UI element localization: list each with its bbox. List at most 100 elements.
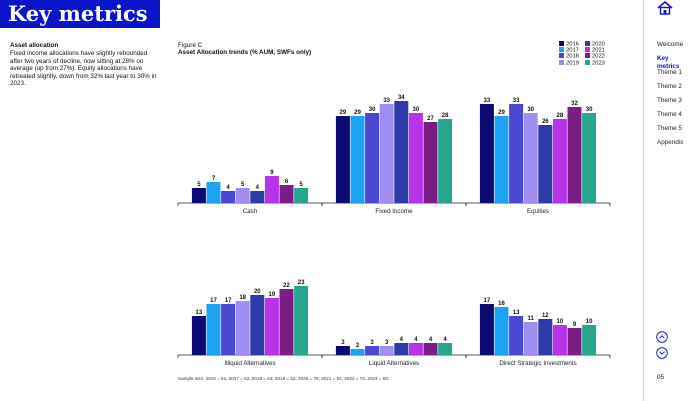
data-label-cash-2019: 5 xyxy=(241,182,245,188)
data-label-direct-strategic-investments-2016: 17 xyxy=(484,298,491,304)
bar-illiquid-alternatives-2021 xyxy=(264,298,279,355)
page-title: Key metrics xyxy=(0,0,160,28)
nav-item-theme-2[interactable]: Theme 2 xyxy=(657,83,682,90)
data-label-cash-2018: 4 xyxy=(226,185,230,191)
bar-illiquid-alternatives-2017 xyxy=(206,304,221,355)
data-label-equities-2019: 30 xyxy=(527,107,534,113)
data-label-liquid-alternatives-2021: 4 xyxy=(414,337,418,343)
legend-label: 2017 xyxy=(566,47,579,54)
legend-label: 2019 xyxy=(566,60,579,67)
nav-item-key-metrics[interactable]: Key metrics xyxy=(657,55,680,70)
data-label-fixed-income-2023: 28 xyxy=(442,113,449,119)
bar-equities-2016 xyxy=(479,104,494,203)
bar-liquid-alternatives-2019 xyxy=(379,346,394,355)
chevron-down-icon[interactable] xyxy=(656,347,668,359)
category-label-fixed-income: Fixed Income xyxy=(375,208,413,215)
data-label-liquid-alternatives-2016: 3 xyxy=(341,340,345,346)
page-number: 05 xyxy=(657,374,665,381)
bar-liquid-alternatives-2022 xyxy=(423,343,438,355)
bar-fixed-income-2021 xyxy=(408,113,423,203)
bar-equities-2021 xyxy=(552,119,567,203)
legend-swatch xyxy=(559,41,564,46)
bar-illiquid-alternatives-2020 xyxy=(250,295,265,355)
legend-item-2020: 2020 xyxy=(585,41,605,48)
data-label-liquid-alternatives-2023: 4 xyxy=(443,337,447,343)
legend-item-2019: 2019 xyxy=(559,59,579,67)
bar-fixed-income-2020 xyxy=(394,101,409,203)
legend-label: 2018 xyxy=(566,53,579,60)
intro-body: Fixed income allocations have slightly r… xyxy=(10,50,157,88)
data-label-direct-strategic-investments-2022: 9 xyxy=(573,322,577,328)
category-label-illiquid-alternatives: Illiquid Alternatives xyxy=(224,360,275,367)
data-label-illiquid-alternatives-2016: 13 xyxy=(196,310,203,316)
data-label-cash-2023: 5 xyxy=(299,182,303,188)
bar-fixed-income-2022 xyxy=(423,122,438,203)
legend-item-2022: 2022 xyxy=(585,53,605,60)
bar-direct-strategic-investments-2018 xyxy=(509,316,524,355)
data-label-illiquid-alternatives-2017: 17 xyxy=(210,298,217,304)
nav-item-theme-4[interactable]: Theme 4 xyxy=(657,111,682,118)
legend-item-2018: 2018 xyxy=(559,53,579,60)
intro-heading: Asset allocation xyxy=(10,42,59,49)
data-label-direct-strategic-investments-2023: 10 xyxy=(586,319,593,325)
data-label-cash-2017: 7 xyxy=(212,176,216,182)
data-label-direct-strategic-investments-2021: 10 xyxy=(557,319,564,325)
nav-item-theme-5[interactable]: Theme 5 xyxy=(657,125,682,132)
bar-liquid-alternatives-2016 xyxy=(335,346,350,355)
chevron-up-icon[interactable] xyxy=(656,331,668,343)
data-label-equities-2017: 29 xyxy=(498,110,505,116)
legend-swatch xyxy=(585,47,590,53)
nav-item-appendix[interactable]: Appendix xyxy=(657,139,684,146)
figure-title: Asset Allocation trends (% AUM, SWFs onl… xyxy=(178,49,312,56)
nav-item-theme-1[interactable]: Theme 1 xyxy=(657,69,682,76)
legend-item-2017: 2017 xyxy=(559,47,579,54)
legend-swatch xyxy=(585,41,590,46)
nav-item-welcome[interactable]: Welcome xyxy=(657,41,684,48)
bar-illiquid-alternatives-2016 xyxy=(191,316,206,355)
data-label-liquid-alternatives-2017: 2 xyxy=(356,343,360,349)
data-label-fixed-income-2018: 30 xyxy=(369,107,376,113)
sidebar-nav: Welcome Key metrics Theme 1 Theme 2 Theme 3 T… xyxy=(657,41,690,153)
nav-item-theme-3[interactable]: Theme 3 xyxy=(657,97,682,104)
bar-equities-2020 xyxy=(538,125,553,203)
legend-swatch xyxy=(585,53,590,59)
bar-fixed-income-2016 xyxy=(335,116,350,203)
data-label-cash-2021: 9 xyxy=(270,170,274,176)
bar-direct-strategic-investments-2020 xyxy=(538,319,553,355)
bar-cash-2021 xyxy=(264,176,279,203)
legend-label: 2023 xyxy=(592,60,605,67)
bar-equities-2019 xyxy=(523,113,538,203)
bar-cash-2022 xyxy=(279,185,294,203)
legend-label: 2022 xyxy=(592,53,605,60)
data-label-illiquid-alternatives-2018: 17 xyxy=(225,298,232,304)
bar-direct-strategic-investments-2022 xyxy=(567,328,582,355)
bar-direct-strategic-investments-2017 xyxy=(494,307,509,355)
bar-fixed-income-2023 xyxy=(438,119,453,203)
data-label-equities-2021: 28 xyxy=(557,113,564,119)
bar-equities-2022 xyxy=(567,107,582,203)
bar-cash-2016 xyxy=(191,188,206,203)
category-label-equities: Equities xyxy=(527,208,549,215)
data-label-cash-2022: 6 xyxy=(285,179,289,185)
bar-direct-strategic-investments-2019 xyxy=(523,322,538,355)
legend-item-2023: 2023 xyxy=(585,59,605,67)
data-label-fixed-income-2016: 29 xyxy=(340,110,347,116)
legend-swatch xyxy=(559,59,564,65)
data-label-fixed-income-2022: 27 xyxy=(427,116,434,122)
home-icon[interactable] xyxy=(657,1,673,15)
data-label-fixed-income-2020: 34 xyxy=(398,95,405,101)
data-label-liquid-alternatives-2019: 3 xyxy=(385,340,389,346)
bar-cash-2018 xyxy=(221,191,236,203)
data-label-cash-2016: 5 xyxy=(197,182,201,188)
data-label-direct-strategic-investments-2019: 11 xyxy=(528,316,535,322)
data-label-fixed-income-2019: 33 xyxy=(383,98,390,104)
data-label-illiquid-alternatives-2020: 20 xyxy=(254,289,261,295)
bar-direct-strategic-investments-2021 xyxy=(552,325,567,355)
data-label-illiquid-alternatives-2021: 19 xyxy=(269,292,276,298)
intro-text: Asset allocation Fixed income allocation… xyxy=(10,42,160,87)
data-label-equities-2022: 32 xyxy=(571,101,578,107)
data-label-equities-2023: 30 xyxy=(586,107,593,113)
data-label-direct-strategic-investments-2020: 12 xyxy=(542,313,549,319)
bar-illiquid-alternatives-2019 xyxy=(235,301,250,355)
